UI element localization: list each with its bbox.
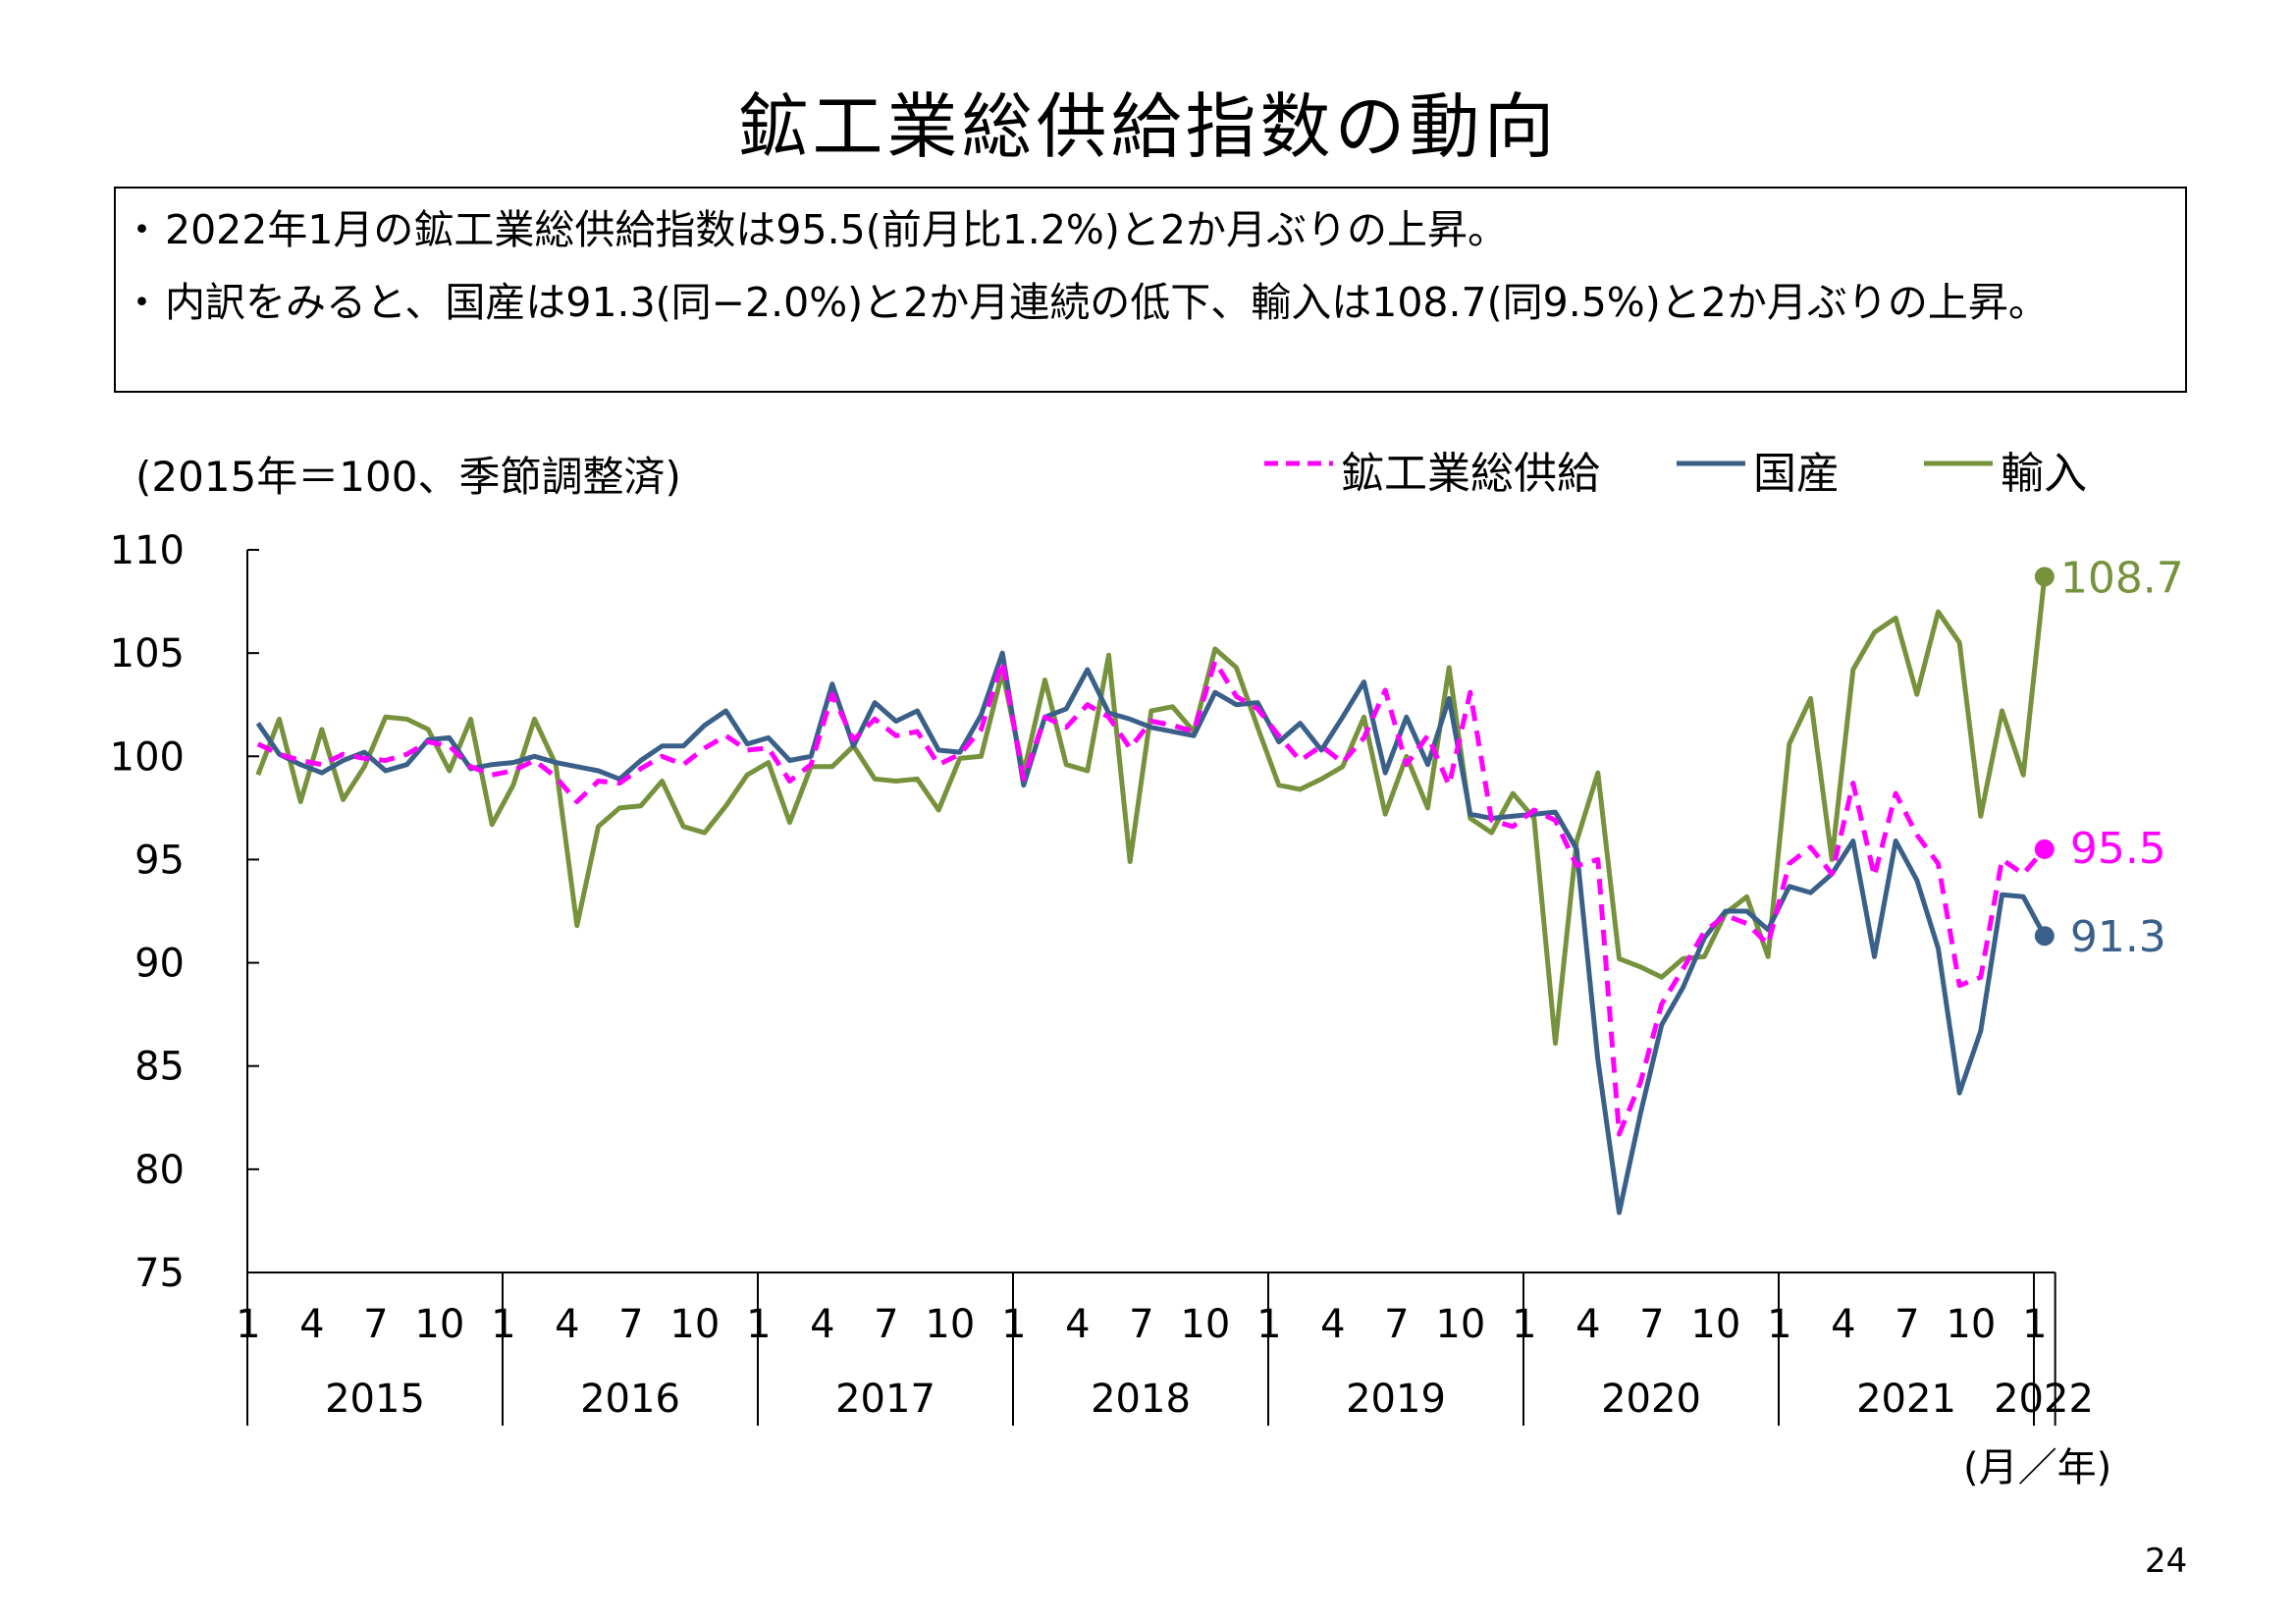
- x-month-label: 10: [1690, 1302, 1740, 1347]
- series-line-import: [255, 576, 2048, 1047]
- end-label-total: 95.5: [2070, 824, 2166, 874]
- x-month-label: 1: [1512, 1302, 1536, 1347]
- x-month-label: 10: [1180, 1302, 1230, 1347]
- summary-line-2: 内訳をみると、国産は91.3(同−2.0%)と2か月連続の低下、輸入は108.7…: [122, 275, 2165, 330]
- x-month-label: 4: [810, 1302, 834, 1347]
- legend-label-domestic: 国産: [1753, 449, 1840, 499]
- x-month-label: 10: [1435, 1302, 1485, 1347]
- y-tick-label: 85: [134, 1045, 185, 1090]
- legend-swatch-domestic: [1677, 460, 1745, 466]
- x-year-label: 2015: [325, 1377, 425, 1422]
- page-title: 鉱工業総供給指数の動向: [737, 85, 1559, 168]
- x-month-label: 10: [1946, 1302, 1996, 1347]
- x-axis-unit: (月／年): [1963, 1445, 2112, 1490]
- end-label-domestic: 91.3: [2070, 912, 2166, 962]
- page-number: 24: [2145, 1542, 2188, 1581]
- x-month-label: 1: [1256, 1302, 1281, 1347]
- x-year-label: 2022: [1994, 1377, 2094, 1422]
- x-year-label: 2018: [1091, 1377, 1191, 1422]
- x-month-label: 1: [2022, 1302, 2047, 1347]
- y-tick-label: 105: [110, 631, 185, 677]
- x-month-label: 7: [1129, 1302, 1153, 1347]
- unit-note: (2015年＝100、季節調整済): [135, 453, 681, 501]
- legend-label-import: 輸入: [2001, 449, 2087, 499]
- x-month-label: 4: [555, 1302, 579, 1347]
- y-tick-label: 100: [110, 734, 185, 780]
- legend-swatch-total: [1264, 460, 1333, 466]
- x-month-label: 4: [1065, 1302, 1090, 1347]
- x-month-label: 1: [746, 1302, 771, 1347]
- y-tick-label: 75: [134, 1251, 185, 1296]
- x-month-label: 4: [299, 1302, 324, 1347]
- x-month-label: 7: [1895, 1302, 1919, 1347]
- legend-label-total: 鉱工業総供給: [1341, 449, 1600, 499]
- x-month-label: 10: [414, 1302, 464, 1347]
- x-month-label: 7: [618, 1302, 643, 1347]
- end-marker-import: [2034, 567, 2055, 587]
- x-month-label: 4: [1575, 1302, 1600, 1347]
- end-marker-total: [2034, 839, 2055, 859]
- end-marker-domestic: [2034, 926, 2055, 947]
- x-year-label: 2016: [580, 1377, 680, 1422]
- x-month-label: 7: [363, 1302, 388, 1347]
- x-year-label: 2021: [1856, 1377, 1956, 1422]
- x-month-label: 10: [669, 1302, 720, 1347]
- summary-line-1: 2022年1月の鉱工業総供給指数は95.5(前月比1.2%)と2か月ぶりの上昇。: [122, 202, 2165, 257]
- x-month-label: 7: [1384, 1302, 1409, 1347]
- x-year-label: 2017: [835, 1377, 935, 1422]
- x-month-label: 7: [874, 1302, 898, 1347]
- x-month-label: 1: [491, 1302, 515, 1347]
- series-line-total: [256, 659, 2047, 1137]
- x-month-label: 1: [236, 1302, 260, 1347]
- x-year-label: 2020: [1601, 1377, 1701, 1422]
- series-line-domestic: [255, 650, 2047, 1216]
- end-label-import: 108.7: [2060, 553, 2184, 603]
- legend-swatch-import: [1924, 460, 1993, 466]
- y-tick-label: 90: [134, 942, 185, 987]
- x-month-label: 1: [1001, 1302, 1026, 1347]
- x-month-label: 4: [1831, 1302, 1855, 1347]
- y-tick-label: 80: [134, 1148, 185, 1193]
- x-month-label: 4: [1320, 1302, 1345, 1347]
- y-tick-label: 110: [110, 528, 185, 573]
- y-tick-label: 95: [134, 838, 185, 883]
- x-year-label: 2019: [1346, 1377, 1446, 1422]
- x-month-label: 7: [1639, 1302, 1664, 1347]
- summary-box: 2022年1月の鉱工業総供給指数は95.5(前月比1.2%)と2か月ぶりの上昇。…: [114, 187, 2187, 393]
- x-month-label: 1: [1767, 1302, 1791, 1347]
- x-month-label: 10: [925, 1302, 975, 1347]
